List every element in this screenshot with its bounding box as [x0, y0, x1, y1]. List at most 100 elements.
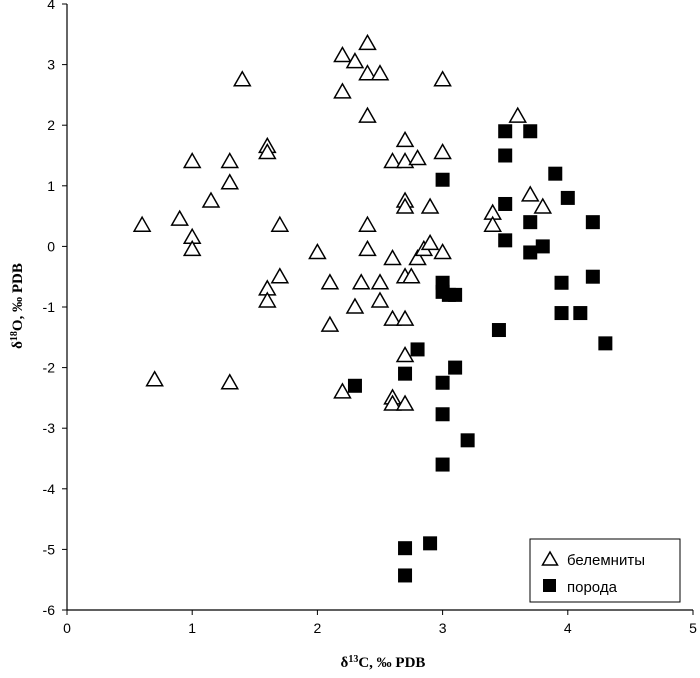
belemnite-point — [220, 173, 240, 190]
rock-point — [523, 124, 538, 139]
rock-point — [523, 215, 538, 230]
rock-point — [398, 568, 413, 583]
rock-point — [498, 124, 513, 139]
belemnite-point — [395, 152, 415, 169]
rock-point — [423, 536, 438, 551]
belemnite-point — [358, 215, 377, 232]
legend-square-icon — [543, 579, 556, 592]
y-tick-label: 1 — [47, 178, 55, 194]
y-tick-label: -2 — [43, 360, 56, 376]
rock-point — [448, 287, 463, 302]
belemnite-point — [258, 291, 277, 308]
belemnite-point — [358, 64, 377, 81]
belemnite-point — [370, 291, 390, 308]
rock-point — [554, 275, 569, 290]
x-tick-label: 1 — [188, 620, 196, 636]
belemnite-point — [420, 233, 440, 251]
belemnite-point — [408, 149, 427, 166]
y-tick-label: -6 — [43, 602, 56, 618]
belemnite-point — [182, 152, 202, 169]
belemnite-point — [182, 239, 202, 257]
belemnite-point — [220, 152, 240, 169]
rock-point — [585, 215, 600, 230]
rock-point — [585, 269, 600, 284]
belemnite-point — [395, 394, 415, 411]
belemnite-point — [345, 52, 365, 69]
rock-point — [435, 172, 450, 187]
belemnite-point — [420, 197, 440, 214]
belemnite-point — [383, 249, 402, 266]
rock-point — [560, 190, 575, 205]
x-axis-title-rest: C, ‰ PDB — [358, 655, 425, 671]
rock-point — [548, 166, 563, 181]
rock-point — [523, 245, 538, 260]
x-axis-title: δ13C, ‰ PDB — [341, 654, 426, 672]
x-tick-label: 0 — [63, 620, 71, 636]
belemnite-point — [395, 345, 415, 363]
belemnite-point — [232, 70, 252, 87]
rock-point — [435, 407, 450, 422]
belemnite-point — [270, 267, 290, 284]
belemnite-point — [132, 215, 152, 232]
x-axis-title-superscript: 13 — [348, 654, 358, 665]
belemnite-point — [395, 309, 415, 326]
x-tick-label: 4 — [564, 620, 572, 636]
rock-point — [398, 541, 413, 556]
belemnite-point — [370, 273, 390, 290]
rock-point — [460, 433, 475, 448]
belemnite-point — [433, 242, 452, 260]
rock-point — [498, 148, 513, 163]
belemnite-point — [170, 209, 189, 226]
belemnite-point — [320, 315, 340, 332]
x-tick-label: 5 — [689, 620, 697, 636]
x-axis-title-delta: δ — [341, 655, 349, 671]
rock-point — [435, 457, 450, 472]
y-tick-label: 2 — [47, 117, 55, 133]
belemnite-point — [220, 373, 240, 390]
legend-triangle-icon — [541, 550, 559, 566]
y-tick-label: -4 — [43, 481, 56, 497]
rock-point — [535, 239, 550, 254]
rock-point — [435, 375, 450, 390]
belemnite-point — [370, 64, 390, 81]
ticks: 0 1 2 3 4 5 4 3 2 1 0 -1 -2 -3 -4 -5 -6 — [43, 0, 698, 636]
belemnite-point — [433, 142, 452, 160]
belemnite-point — [308, 242, 327, 260]
belemnite-point — [358, 239, 377, 257]
legend-label-rock: порода — [567, 579, 618, 596]
legend: белемниты порода — [529, 538, 681, 603]
belemnite-point — [433, 70, 452, 87]
rock-point — [491, 323, 506, 338]
y-axis-title-rest: O, ‰ PDB — [10, 263, 26, 331]
x-tick-label: 3 — [439, 620, 447, 636]
legend-label-belemnites: белемниты — [567, 552, 645, 569]
rock-point — [410, 342, 425, 357]
belemnite-point — [408, 249, 427, 266]
belemnite-point — [351, 273, 371, 290]
belemnite-point — [383, 309, 402, 326]
belemnite-point — [383, 394, 402, 411]
belemnite-point — [358, 33, 377, 51]
x-tick-label: 2 — [314, 620, 322, 636]
belemnite-point — [333, 82, 352, 99]
rock-point — [554, 306, 569, 321]
belemnite-point — [383, 152, 402, 169]
y-axis-title-delta: δ — [10, 341, 26, 349]
belemnite-point — [320, 273, 340, 290]
belemnite-point — [201, 191, 221, 208]
belemnite-point — [333, 45, 352, 63]
belemnite-point — [402, 267, 421, 284]
belemnite-point — [345, 297, 365, 314]
belemnite-point — [333, 382, 352, 399]
belemnite-point — [145, 370, 164, 387]
belemnite-point — [395, 197, 415, 214]
y-axis-title-superscript: 18 — [9, 331, 20, 341]
rock-point — [498, 233, 513, 248]
rock-point — [573, 306, 588, 321]
belemnite-point — [533, 197, 553, 214]
y-tick-label: 4 — [47, 0, 55, 12]
belemnite-point — [483, 215, 502, 232]
y-tick-label: -5 — [43, 541, 56, 557]
y-tick-label: -1 — [43, 299, 56, 315]
